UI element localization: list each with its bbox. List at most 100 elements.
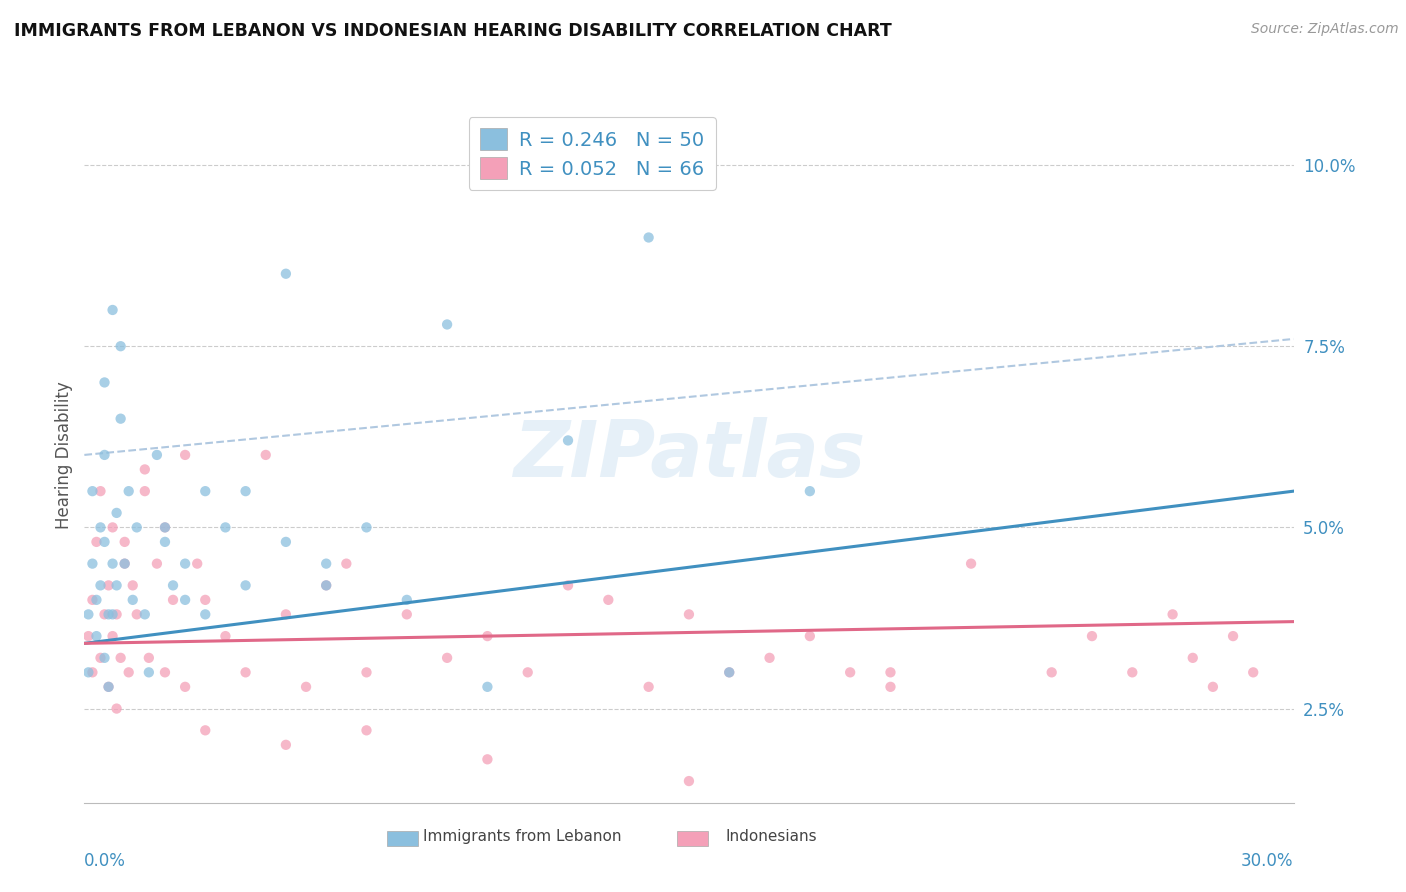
Point bbox=[77, 629, 100, 643]
Point bbox=[315, 557, 337, 571]
Point bbox=[134, 462, 156, 476]
Point bbox=[678, 774, 700, 789]
Point bbox=[153, 520, 176, 534]
Point bbox=[477, 629, 499, 643]
Point bbox=[274, 738, 297, 752]
Point bbox=[1121, 665, 1143, 680]
Point bbox=[1222, 629, 1244, 643]
Point bbox=[105, 701, 128, 715]
Point bbox=[637, 680, 659, 694]
Point bbox=[356, 665, 378, 680]
Point bbox=[146, 557, 169, 571]
Point bbox=[138, 665, 160, 680]
Point bbox=[118, 665, 141, 680]
Point bbox=[105, 578, 128, 592]
Point bbox=[89, 484, 111, 499]
Point bbox=[1081, 629, 1104, 643]
Text: ZIPatlas: ZIPatlas bbox=[513, 417, 865, 493]
Point bbox=[97, 680, 120, 694]
Point bbox=[1202, 680, 1225, 694]
Point bbox=[110, 411, 132, 425]
Point bbox=[110, 651, 132, 665]
Point bbox=[254, 448, 277, 462]
Point bbox=[121, 592, 143, 607]
Point bbox=[356, 723, 378, 738]
Point bbox=[557, 578, 579, 592]
Point bbox=[162, 578, 184, 592]
Point bbox=[194, 607, 217, 622]
Point bbox=[436, 651, 458, 665]
Point bbox=[194, 592, 217, 607]
Point bbox=[758, 651, 780, 665]
Point bbox=[477, 680, 499, 694]
Point bbox=[101, 557, 124, 571]
Point bbox=[174, 557, 197, 571]
Point bbox=[718, 665, 741, 680]
Point bbox=[174, 592, 197, 607]
Text: 0.0%: 0.0% bbox=[84, 852, 127, 870]
Point bbox=[1040, 665, 1063, 680]
Point bbox=[960, 557, 983, 571]
Point bbox=[235, 578, 257, 592]
Point bbox=[839, 665, 862, 680]
Point bbox=[121, 578, 143, 592]
Point bbox=[598, 592, 620, 607]
Point bbox=[879, 680, 901, 694]
Point bbox=[125, 607, 148, 622]
Point bbox=[153, 535, 176, 549]
Point bbox=[93, 535, 115, 549]
Point bbox=[153, 520, 176, 534]
Point bbox=[89, 578, 111, 592]
Y-axis label: Hearing Disability: Hearing Disability bbox=[55, 381, 73, 529]
Point bbox=[77, 665, 100, 680]
Point bbox=[82, 665, 104, 680]
Point bbox=[194, 484, 217, 499]
Point bbox=[186, 557, 208, 571]
Text: 30.0%: 30.0% bbox=[1241, 852, 1294, 870]
Text: Indonesians: Indonesians bbox=[725, 830, 817, 844]
Point bbox=[678, 607, 700, 622]
Point bbox=[138, 651, 160, 665]
Point bbox=[1181, 651, 1204, 665]
Point bbox=[134, 484, 156, 499]
Point bbox=[477, 752, 499, 766]
Point bbox=[89, 651, 111, 665]
Text: Immigrants from Lebanon: Immigrants from Lebanon bbox=[423, 830, 621, 844]
Point bbox=[637, 230, 659, 244]
Point bbox=[97, 607, 120, 622]
Point bbox=[101, 520, 124, 534]
Point bbox=[114, 557, 136, 571]
Point bbox=[118, 484, 141, 499]
Point bbox=[799, 484, 821, 499]
Point bbox=[97, 680, 120, 694]
Point bbox=[516, 665, 538, 680]
Point bbox=[315, 578, 337, 592]
Point bbox=[718, 665, 741, 680]
Point bbox=[89, 520, 111, 534]
Point bbox=[125, 520, 148, 534]
Point bbox=[356, 520, 378, 534]
Legend: R = 0.246   N = 50, R = 0.052   N = 66: R = 0.246 N = 50, R = 0.052 N = 66 bbox=[468, 117, 716, 190]
Point bbox=[557, 434, 579, 448]
Point bbox=[146, 448, 169, 462]
Text: IMMIGRANTS FROM LEBANON VS INDONESIAN HEARING DISABILITY CORRELATION CHART: IMMIGRANTS FROM LEBANON VS INDONESIAN HE… bbox=[14, 22, 891, 40]
Point bbox=[274, 535, 297, 549]
Point bbox=[214, 629, 236, 643]
Text: Source: ZipAtlas.com: Source: ZipAtlas.com bbox=[1251, 22, 1399, 37]
Point bbox=[97, 578, 120, 592]
Point bbox=[315, 578, 337, 592]
Point bbox=[93, 448, 115, 462]
Point bbox=[134, 607, 156, 622]
Point bbox=[235, 665, 257, 680]
Point bbox=[101, 629, 124, 643]
Point bbox=[86, 535, 108, 549]
Point bbox=[110, 339, 132, 353]
Point bbox=[1161, 607, 1184, 622]
Point bbox=[395, 607, 418, 622]
Point bbox=[174, 680, 197, 694]
Point bbox=[274, 607, 297, 622]
Point bbox=[235, 484, 257, 499]
Point bbox=[799, 629, 821, 643]
Point bbox=[436, 318, 458, 332]
Point bbox=[105, 607, 128, 622]
